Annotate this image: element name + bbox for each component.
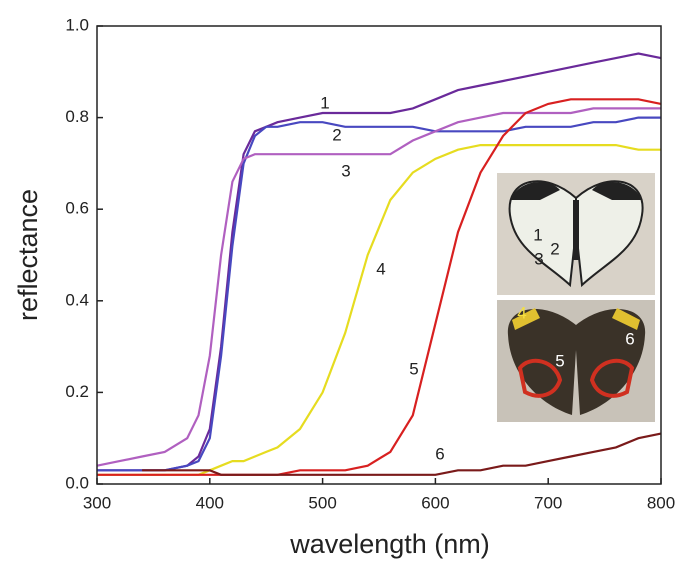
y-tick-label: 0.0: [65, 473, 89, 492]
series-label: 3: [341, 161, 350, 180]
series-label: 4: [376, 259, 385, 278]
x-tick-label: 800: [647, 493, 675, 512]
series-line: [97, 98, 662, 476]
series-line: [97, 116, 661, 472]
photo-label: 6: [625, 329, 634, 348]
series-label: 1: [320, 93, 329, 112]
plot-frame: [96, 25, 662, 485]
series-label: 2: [332, 125, 341, 144]
x-tick-label: 400: [196, 493, 224, 512]
series-line: [142, 432, 662, 476]
y-tick-label: 1.0: [65, 15, 89, 34]
photo-label: 1: [533, 225, 542, 244]
yellow-band: [512, 308, 640, 330]
photo-label: 5: [555, 351, 564, 370]
x-tick-label: 700: [534, 493, 562, 512]
x-tick-label: 500: [308, 493, 336, 512]
series-label: 5: [409, 359, 418, 378]
x-tick-label: 600: [421, 493, 449, 512]
series-line: [96, 107, 661, 467]
wing-tip: [510, 181, 642, 200]
series-label: 6: [435, 444, 444, 463]
x-tick-label: 300: [83, 493, 111, 512]
y-tick-label: 0.6: [65, 199, 89, 218]
red-band: [517, 358, 635, 398]
photo-label: 2: [550, 239, 559, 258]
wing: [508, 180, 577, 288]
wing: [575, 180, 644, 288]
photo-label: 4: [517, 303, 526, 322]
y-tick-label: 0.4: [65, 290, 89, 309]
y-axis-title: reflectance: [13, 189, 43, 321]
x-axis-title: wavelength (nm): [289, 529, 490, 559]
series-line: [97, 52, 662, 472]
inset-photos: [497, 173, 655, 422]
photo-label: 3: [534, 249, 543, 268]
y-tick-label: 0.8: [65, 107, 89, 126]
y-tick-label: 0.2: [65, 382, 89, 401]
body: [573, 200, 579, 260]
